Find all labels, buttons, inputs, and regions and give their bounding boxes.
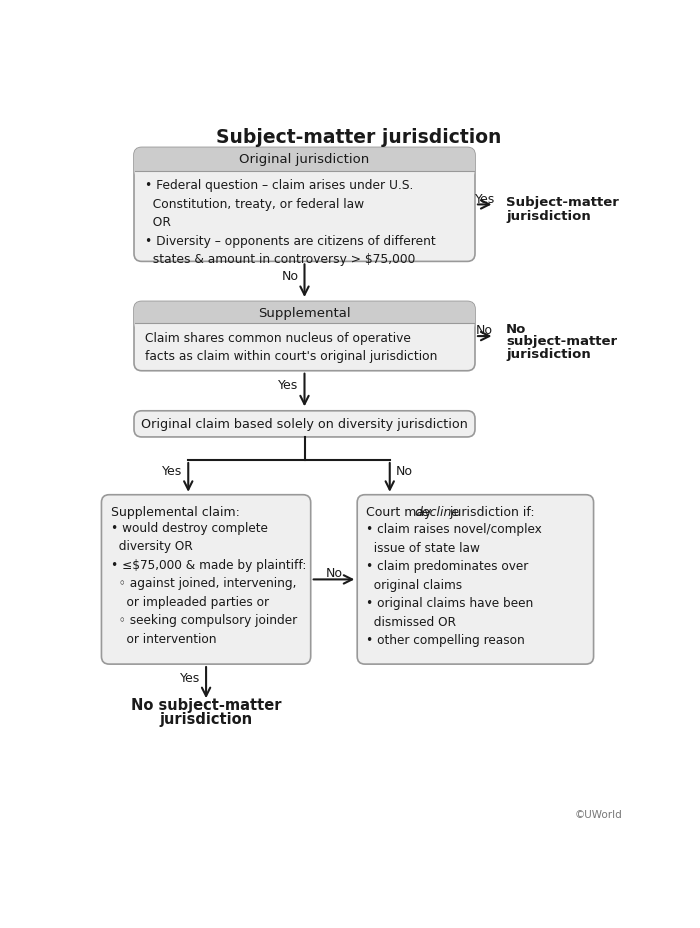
Text: No: No [326,566,342,579]
FancyBboxPatch shape [134,148,475,179]
FancyBboxPatch shape [357,496,594,664]
FancyBboxPatch shape [134,303,475,331]
Text: Claim shares common nucleus of operative
facts as claim within court's original : Claim shares common nucleus of operative… [145,331,438,363]
Text: Subject-matter jurisdiction: Subject-matter jurisdiction [216,128,501,148]
Text: jurisdiction: jurisdiction [160,711,253,726]
Text: • would destroy complete
  diversity OR
• ≤$75,000 & made by plaintiff:
  ◦ agai: • would destroy complete diversity OR • … [111,522,306,645]
Text: • Federal question – claim arises under U.S.
  Constitution, treaty, or federal : • Federal question – claim arises under … [145,179,435,266]
Text: Court may: Court may [367,506,436,519]
Text: jurisdiction: jurisdiction [506,347,591,360]
Text: jurisdiction: jurisdiction [506,210,591,223]
Text: No: No [396,465,413,478]
Text: Subject-matter: Subject-matter [506,196,619,209]
Text: No: No [476,324,494,337]
Bar [135,172,474,181]
Text: Yes: Yes [475,192,495,205]
FancyBboxPatch shape [134,411,475,437]
Text: No: No [281,269,298,282]
Text: Original claim based solely on diversity jurisdiction: Original claim based solely on diversity… [141,418,468,431]
FancyBboxPatch shape [134,148,475,262]
Text: Supplemental: Supplemental [258,306,351,319]
Text: No subject-matter: No subject-matter [131,697,281,712]
Text: Yes: Yes [162,465,182,478]
Text: • claim raises novel/complex
  issue of state law
• claim predominates over
  or: • claim raises novel/complex issue of st… [367,522,542,647]
Text: jurisdiction if:: jurisdiction if: [447,506,535,519]
FancyBboxPatch shape [102,496,311,664]
Text: Original jurisdiction: Original jurisdiction [239,153,370,166]
FancyBboxPatch shape [134,303,475,371]
Text: decline: decline [414,506,460,519]
Text: Supplemental claim:: Supplemental claim: [111,506,239,519]
Text: Yes: Yes [180,672,200,685]
Text: subject-matter: subject-matter [506,335,617,348]
Text: Yes: Yes [278,379,298,392]
Text: ©UWorld: ©UWorld [575,809,622,819]
Bar [135,324,474,333]
Text: No: No [506,323,526,336]
